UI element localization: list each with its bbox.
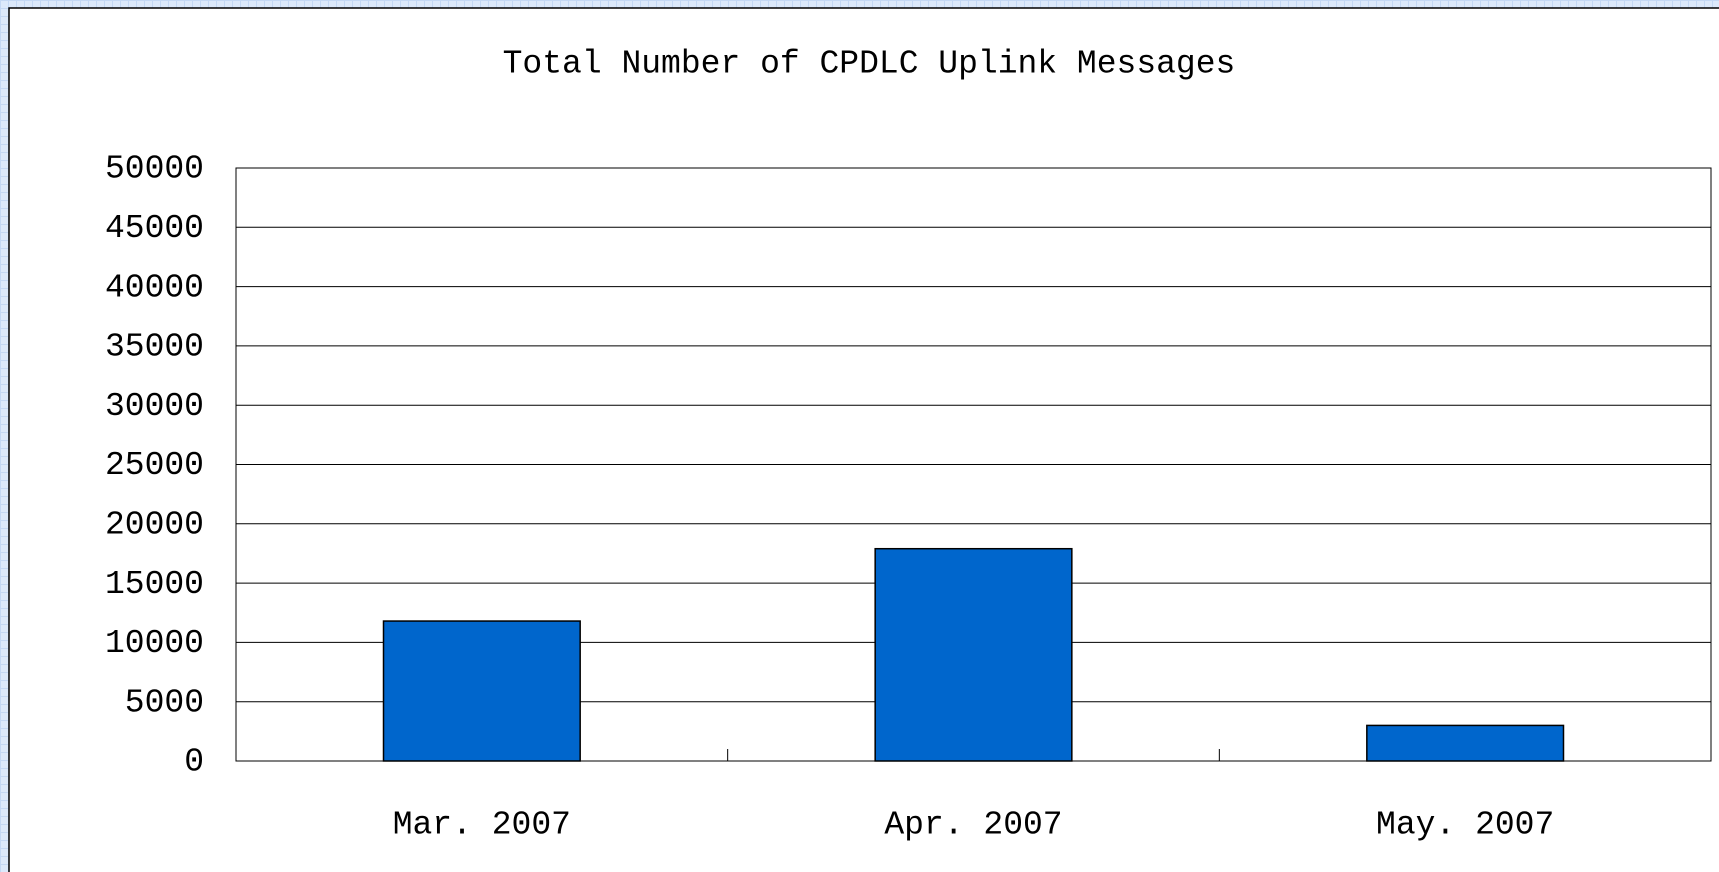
x-tick-label: May. 2007 <box>1376 807 1554 844</box>
y-tick-label: 30000 <box>105 388 204 425</box>
y-tick-label: 0 <box>184 744 204 781</box>
y-tick-label: 20000 <box>105 507 204 544</box>
x-tick-label: Mar. 2007 <box>393 807 571 844</box>
y-tick-label: 15000 <box>105 566 204 603</box>
x-tick-label: Apr. 2007 <box>884 807 1062 844</box>
y-tick-label: 10000 <box>105 625 204 662</box>
y-tick-label: 35000 <box>105 329 204 366</box>
chart-title: Total Number of CPDLC Uplink Messages <box>503 46 1236 83</box>
y-tick-label: 50000 <box>105 151 204 188</box>
bar <box>1366 724 1565 762</box>
bar <box>874 547 1073 762</box>
bar <box>382 620 581 762</box>
y-tick-label: 25000 <box>105 447 204 484</box>
y-tick-label: 5000 <box>125 684 204 721</box>
y-tick-label: 45000 <box>105 210 204 247</box>
y-tick-label: 40000 <box>105 269 204 306</box>
